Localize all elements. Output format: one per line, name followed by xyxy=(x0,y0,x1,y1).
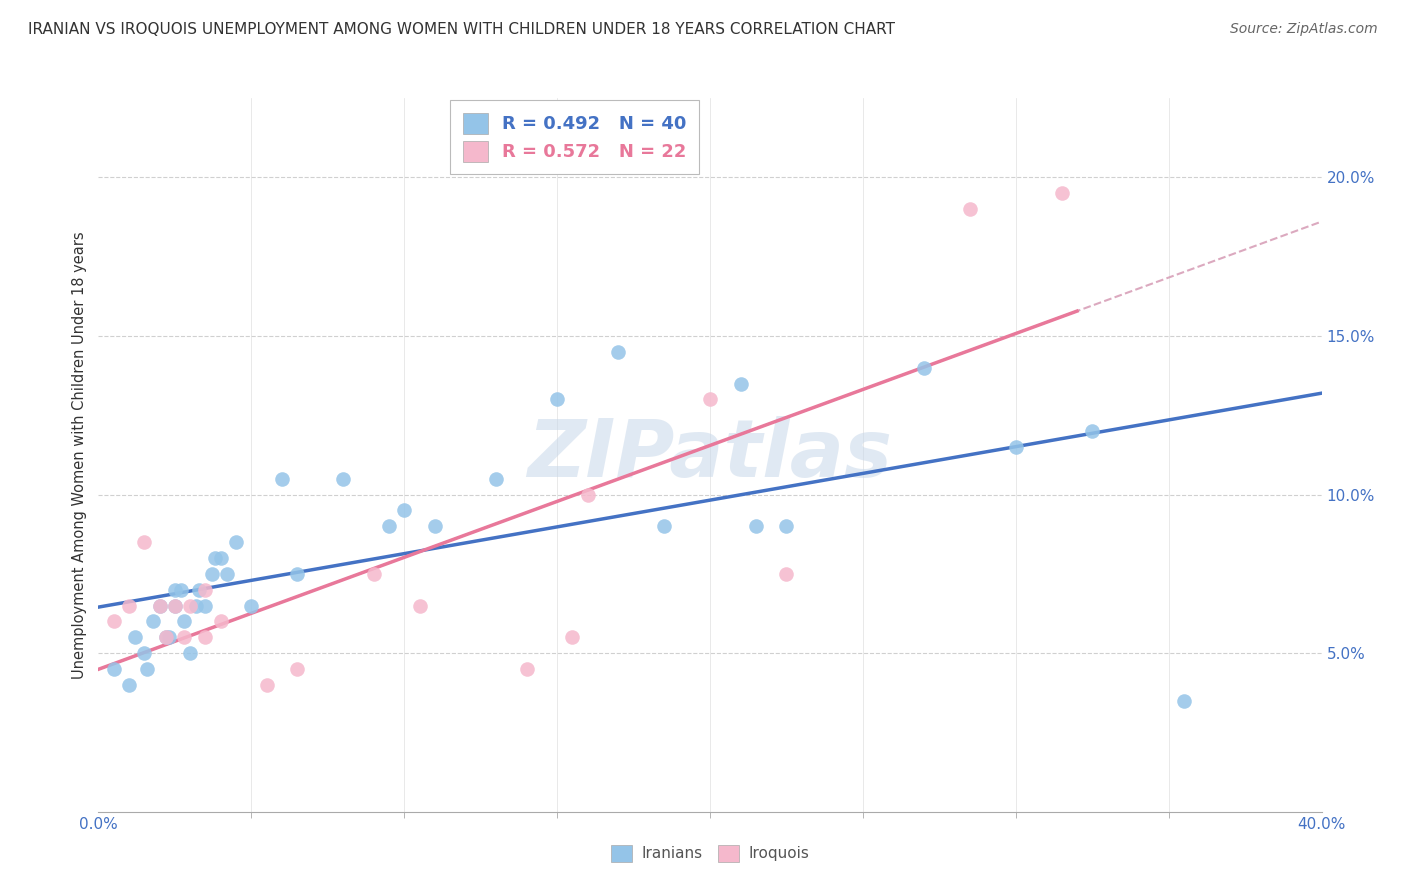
Point xyxy=(423,519,446,533)
Point xyxy=(363,566,385,581)
Point xyxy=(194,599,217,613)
Point xyxy=(256,678,278,692)
Point xyxy=(134,646,156,660)
Point xyxy=(332,472,354,486)
Point xyxy=(270,472,292,486)
Point xyxy=(912,360,935,375)
Point xyxy=(561,630,583,644)
Point xyxy=(170,582,193,597)
Point xyxy=(1173,694,1195,708)
Point xyxy=(194,582,217,597)
Point xyxy=(408,599,430,613)
Point xyxy=(149,599,172,613)
Point xyxy=(155,630,177,644)
Point xyxy=(652,519,675,533)
Point xyxy=(392,503,416,517)
Point xyxy=(546,392,568,407)
Point xyxy=(103,662,125,676)
Point xyxy=(149,599,172,613)
Point xyxy=(155,630,177,644)
Point xyxy=(163,599,186,613)
Point xyxy=(134,535,156,549)
Point xyxy=(699,392,721,407)
Point xyxy=(194,630,217,644)
Point xyxy=(240,599,263,613)
Point xyxy=(204,551,226,566)
Point xyxy=(209,615,232,629)
Y-axis label: Unemployment Among Women with Children Under 18 years: Unemployment Among Women with Children U… xyxy=(72,231,87,679)
Point xyxy=(118,678,141,692)
Point xyxy=(745,519,768,533)
Point xyxy=(163,599,186,613)
Point xyxy=(485,472,508,486)
Point xyxy=(157,630,180,644)
Point xyxy=(215,566,238,581)
Point xyxy=(1004,440,1026,454)
Point xyxy=(142,615,165,629)
Point xyxy=(285,662,308,676)
Point xyxy=(188,582,211,597)
Legend: Iranians, Iroquois: Iranians, Iroquois xyxy=(605,838,815,868)
Point xyxy=(179,599,201,613)
Point xyxy=(775,566,797,581)
Point xyxy=(607,344,630,359)
Point xyxy=(576,487,599,501)
Point xyxy=(775,519,797,533)
Point xyxy=(118,599,141,613)
Point xyxy=(378,519,401,533)
Point xyxy=(186,599,208,613)
Text: Source: ZipAtlas.com: Source: ZipAtlas.com xyxy=(1230,22,1378,37)
Point xyxy=(730,376,752,391)
Point xyxy=(103,615,125,629)
Point xyxy=(173,615,195,629)
Point xyxy=(209,551,232,566)
Point xyxy=(136,662,159,676)
Point xyxy=(516,662,538,676)
Point xyxy=(959,202,981,216)
Text: IRANIAN VS IROQUOIS UNEMPLOYMENT AMONG WOMEN WITH CHILDREN UNDER 18 YEARS CORREL: IRANIAN VS IROQUOIS UNEMPLOYMENT AMONG W… xyxy=(28,22,896,37)
Point xyxy=(124,630,146,644)
Text: ZIPatlas: ZIPatlas xyxy=(527,416,893,494)
Point xyxy=(285,566,308,581)
Point xyxy=(173,630,195,644)
Point xyxy=(1081,424,1104,438)
Point xyxy=(1050,186,1073,201)
Point xyxy=(200,566,222,581)
Point xyxy=(179,646,201,660)
Point xyxy=(163,582,186,597)
Point xyxy=(225,535,247,549)
